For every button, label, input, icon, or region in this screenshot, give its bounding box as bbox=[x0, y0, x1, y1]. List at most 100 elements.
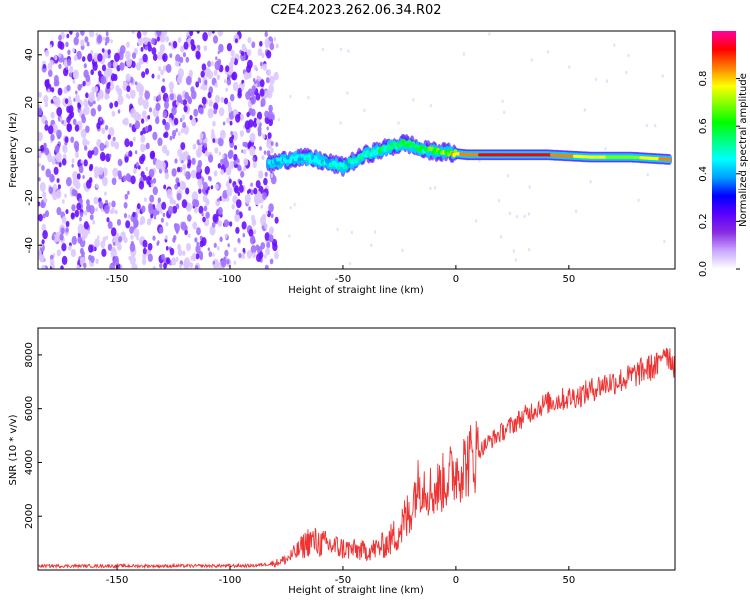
noise-speckle bbox=[255, 244, 260, 251]
noise-speckle bbox=[204, 150, 209, 157]
noise-speckle bbox=[203, 142, 208, 148]
noise-speckle bbox=[117, 95, 124, 105]
noise-speckle bbox=[75, 32, 80, 38]
noise-speckle bbox=[210, 61, 214, 67]
noise-speckle bbox=[240, 170, 245, 178]
noise-speckle bbox=[204, 166, 210, 175]
snr-background bbox=[38, 328, 675, 570]
noise-speckle bbox=[527, 212, 531, 216]
noise-speckle bbox=[157, 74, 161, 80]
noise-speckle bbox=[94, 86, 99, 93]
noise-speckle bbox=[165, 221, 169, 227]
noise-speckle bbox=[214, 82, 218, 88]
noise-speckle bbox=[160, 69, 164, 76]
noise-speckle bbox=[150, 179, 154, 184]
noise-speckle bbox=[204, 79, 208, 86]
noise-speckle bbox=[46, 79, 50, 84]
noise-speckle bbox=[41, 165, 45, 171]
noise-speckle bbox=[132, 136, 136, 142]
noise-speckle bbox=[214, 147, 219, 154]
noise-speckle bbox=[38, 162, 41, 167]
spectrogram-y-label: Frequency (Hz) bbox=[8, 112, 19, 188]
noise-speckle bbox=[157, 137, 163, 147]
noise-speckle bbox=[185, 187, 190, 195]
noise-speckle bbox=[202, 216, 206, 223]
noise-speckle bbox=[80, 83, 83, 88]
noise-speckle bbox=[133, 167, 137, 174]
noise-speckle bbox=[88, 31, 95, 38]
noise-speckle bbox=[211, 31, 215, 34]
noise-speckle bbox=[88, 165, 93, 172]
noise-speckle bbox=[265, 247, 270, 256]
noise-speckle bbox=[225, 87, 228, 92]
y-tick-label: -20 bbox=[24, 189, 35, 205]
noise-speckle bbox=[104, 144, 107, 149]
spectrogram-x-ticks: -150 -100 -50 0 50 bbox=[106, 265, 575, 285]
noise-speckle bbox=[241, 221, 247, 230]
noise-speckle bbox=[270, 213, 274, 218]
noise-speckle bbox=[249, 132, 256, 143]
noise-speckle bbox=[79, 217, 82, 222]
noise-speckle bbox=[77, 223, 85, 235]
noise-speckle bbox=[156, 202, 163, 213]
noise-speckle bbox=[140, 118, 145, 124]
noise-speckle bbox=[208, 154, 214, 163]
noise-speckle bbox=[162, 118, 167, 126]
noise-speckle bbox=[220, 129, 226, 140]
noise-speckle bbox=[69, 31, 73, 35]
noise-speckle bbox=[262, 192, 267, 200]
noise-speckle bbox=[130, 175, 136, 185]
noise-speckle bbox=[117, 109, 121, 114]
noise-speckle bbox=[52, 253, 56, 258]
noise-speckle bbox=[75, 90, 78, 95]
noise-speckle bbox=[74, 209, 80, 218]
noise-speckle bbox=[93, 52, 99, 62]
noise-speckle bbox=[68, 245, 72, 251]
noise-speckle bbox=[140, 46, 144, 52]
noise-speckle bbox=[179, 45, 185, 53]
noise-speckle bbox=[164, 101, 169, 110]
noise-speckle bbox=[259, 40, 263, 47]
noise-speckle bbox=[307, 95, 310, 100]
noise-speckle bbox=[163, 184, 167, 190]
noise-speckle bbox=[76, 202, 82, 211]
noise-speckle bbox=[162, 78, 165, 83]
noise-speckle bbox=[54, 145, 60, 153]
noise-speckle bbox=[88, 244, 94, 253]
y-tick-label: 6000 bbox=[24, 396, 35, 421]
noise-speckle bbox=[250, 182, 253, 187]
noise-speckle bbox=[44, 120, 48, 126]
noise-speckle bbox=[429, 186, 432, 191]
noise-speckle bbox=[266, 50, 272, 59]
noise-speckle bbox=[215, 94, 220, 104]
noise-speckle bbox=[99, 92, 104, 100]
noise-speckle bbox=[293, 202, 296, 207]
noise-speckle bbox=[239, 113, 244, 121]
noise-speckle bbox=[144, 197, 147, 202]
noise-speckle bbox=[238, 180, 243, 186]
noise-speckle bbox=[98, 166, 104, 176]
noise-speckle bbox=[214, 60, 221, 71]
noise-speckle bbox=[198, 205, 204, 214]
noise-speckle bbox=[157, 159, 161, 164]
noise-speckle bbox=[208, 99, 213, 107]
noise-speckle bbox=[89, 214, 94, 221]
noise-speckle bbox=[213, 242, 217, 248]
noise-speckle bbox=[528, 185, 531, 189]
noise-speckle bbox=[80, 39, 85, 47]
noise-speckle bbox=[105, 31, 109, 37]
noise-speckle bbox=[84, 145, 88, 151]
noise-speckle bbox=[233, 247, 237, 253]
noise-speckle bbox=[150, 213, 154, 219]
noise-speckle bbox=[43, 94, 49, 104]
noise-speckle bbox=[195, 50, 201, 60]
noise-speckle bbox=[249, 235, 256, 245]
noise-speckle bbox=[107, 61, 112, 69]
noise-speckle bbox=[180, 128, 184, 134]
noise-speckle bbox=[277, 117, 281, 122]
noise-speckle bbox=[236, 199, 242, 209]
noise-speckle bbox=[92, 146, 99, 156]
noise-speckle bbox=[210, 185, 214, 190]
noise-speckle bbox=[225, 65, 230, 73]
noise-speckle bbox=[212, 260, 215, 265]
